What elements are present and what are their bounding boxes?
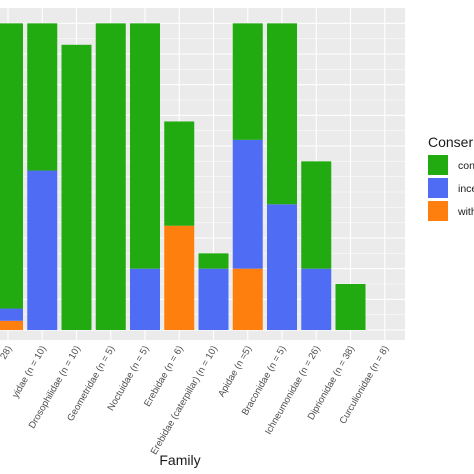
- legend-key-with: [428, 201, 448, 221]
- bar-segment-with: [0, 320, 23, 330]
- bar-segment-with: [164, 225, 195, 330]
- x-axis-title: Family: [159, 452, 200, 468]
- bar-segment-ince: [301, 268, 332, 330]
- bar-segment-with: [232, 268, 263, 330]
- bar-segment-ince: [267, 204, 297, 330]
- x-tick-label: Erebidae (caterpillar) (n = 10): [149, 344, 220, 457]
- legend: con ince with: [428, 155, 474, 221]
- legend-label-ince: ince: [458, 183, 474, 195]
- legend-label-with: with: [457, 206, 474, 218]
- bar-segment-con: [301, 161, 332, 269]
- bar-segment-ince: [232, 139, 263, 269]
- bar-segment-con: [267, 23, 297, 205]
- bar-segment-con: [61, 44, 92, 331]
- legend-key-ince: [428, 178, 448, 198]
- legend-title: Conser: [428, 134, 473, 150]
- legend-key-con: [428, 155, 448, 175]
- bar-segment-con: [95, 23, 126, 330]
- bar-segment-con: [198, 253, 229, 269]
- x-tick-label: yidae (n = 10): [10, 344, 49, 400]
- bar-segment-ince: [198, 268, 229, 330]
- x-tick-label: 28): [0, 344, 15, 361]
- legend-label-con: con: [458, 160, 474, 172]
- bar-segment-con: [164, 121, 195, 226]
- bar-segment-con: [0, 23, 23, 309]
- bar-segment-ince: [130, 268, 160, 330]
- x-tick-labels: 28)yidae (n = 10)Drosophilidae (n = 10)G…: [0, 344, 391, 457]
- x-tick-label: Apidae (n =5): [216, 344, 254, 399]
- bars: [0, 23, 366, 331]
- bar-segment-ince: [0, 308, 23, 321]
- bar-segment-con: [27, 23, 58, 171]
- bar-segment-con: [130, 23, 160, 269]
- bar-segment-con: [335, 284, 366, 330]
- bar-segment-con: [232, 23, 263, 140]
- bar-segment-ince: [27, 170, 58, 330]
